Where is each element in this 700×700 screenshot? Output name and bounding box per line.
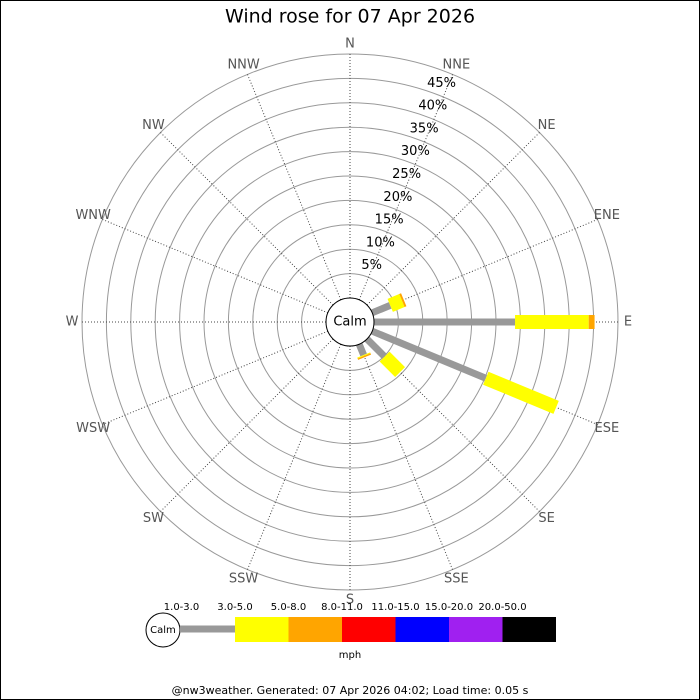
rose-segment — [355, 342, 367, 357]
direction-label: N — [345, 37, 355, 52]
direction-label: ESE — [594, 421, 619, 436]
direction-label: NNE — [443, 58, 471, 73]
direction-label: SW — [143, 511, 164, 526]
legend-swatch — [342, 617, 396, 642]
rose-segment — [483, 371, 559, 414]
chart-title: Wind rose for 07 Apr 2026 — [225, 6, 475, 28]
legend-swatch — [288, 617, 342, 642]
legend-label: 15.0-20.0 — [425, 602, 473, 613]
ring-label: 10% — [366, 235, 395, 250]
direction-label: E — [624, 315, 632, 330]
legend-unit: mph — [339, 650, 361, 661]
legend-label: 20.0-50.0 — [478, 602, 526, 613]
legend-swatch — [449, 617, 503, 642]
rose-segment — [387, 294, 405, 312]
ring-label: 15% — [375, 213, 404, 228]
ring-label: 30% — [401, 144, 430, 159]
direction-label: SE — [538, 511, 554, 526]
legend-label: 11.0-15.0 — [371, 602, 419, 613]
direction-label: WSW — [76, 421, 110, 436]
direction-label: W — [66, 315, 79, 330]
ring-label: 35% — [410, 121, 439, 136]
legend-label: 5.0-8.0 — [271, 602, 306, 613]
ring-label: 45% — [427, 76, 456, 91]
direction-label: NW — [142, 118, 165, 133]
ring-label: 20% — [383, 190, 412, 205]
direction-label: SSW — [229, 571, 259, 586]
legend-swatch — [235, 617, 289, 642]
direction-label: NNW — [227, 58, 259, 73]
direction-label: NE — [538, 118, 556, 133]
legend-swatch — [502, 617, 556, 642]
ring-label: 5% — [361, 258, 382, 273]
direction-label: WNW — [75, 208, 111, 223]
direction-label: ENE — [594, 208, 620, 223]
rose-segment — [364, 336, 388, 360]
footer: @nw3weather. Generated: 07 Apr 2026 04:0… — [172, 684, 529, 697]
calm-circle — [325, 297, 375, 347]
ring-label: 40% — [418, 99, 447, 114]
legend-label: 8.0-11.0 — [321, 602, 363, 613]
rose-segment — [357, 353, 372, 360]
rose-segment — [399, 293, 407, 307]
legend-calm-label: Calm — [150, 625, 176, 636]
rose-segment — [370, 302, 392, 317]
legend-label: 1.0-3.0 — [164, 602, 199, 613]
direction-label: SSE — [444, 571, 469, 586]
legend-label: 3.0-5.0 — [217, 602, 252, 613]
legend-swatch — [395, 617, 449, 642]
direction-label: S — [346, 593, 354, 608]
rose-segment — [370, 327, 488, 382]
calm-label: Calm — [333, 315, 366, 330]
rose-segment — [379, 351, 406, 378]
ring-label: 25% — [392, 167, 421, 182]
